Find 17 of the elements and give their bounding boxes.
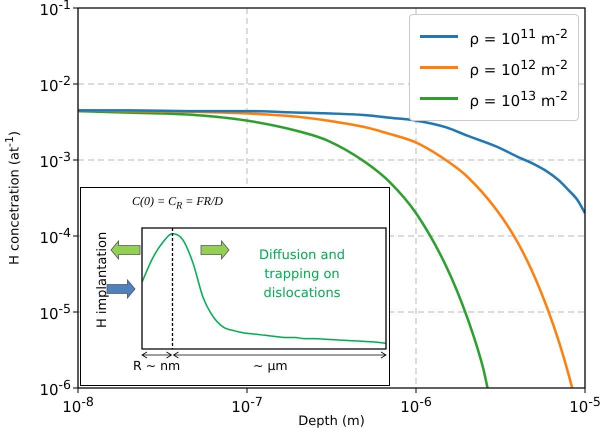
x-tick-label: 10$^{-6}$: [400, 394, 432, 416]
legend-label: ρ = 10$^{13}$ m$^{-2}$: [470, 87, 568, 112]
y-tick-label: 10$^{-5}$: [39, 301, 71, 323]
x-axis-title: Depth (m): [298, 414, 365, 429]
legend-label: ρ = 10$^{11}$ m$^{-2}$: [470, 25, 568, 50]
annotation: ~ µm: [253, 358, 288, 373]
y-tick-label: 10$^{-1}$: [39, 0, 71, 19]
annotation: C(0) = C$_{R}$ = FR/D: [132, 194, 223, 212]
y-tick-label: 10$^{-2}$: [39, 73, 71, 95]
legend-label: ρ = 10$^{12}$ m$^{-2}$: [470, 56, 568, 81]
x-tick-label: 10$^{-5}$: [569, 394, 600, 416]
y-tick-label: 10$^{-4}$: [39, 225, 71, 247]
annotation: Diffusion and trapping on dislocations: [258, 247, 346, 303]
annotation: R ~ nm: [133, 358, 180, 373]
x-tick-label: 10$^{-7}$: [231, 394, 263, 416]
annotation: H implantation: [95, 232, 110, 328]
y-tick-label: 10$^{-3}$: [39, 149, 71, 171]
